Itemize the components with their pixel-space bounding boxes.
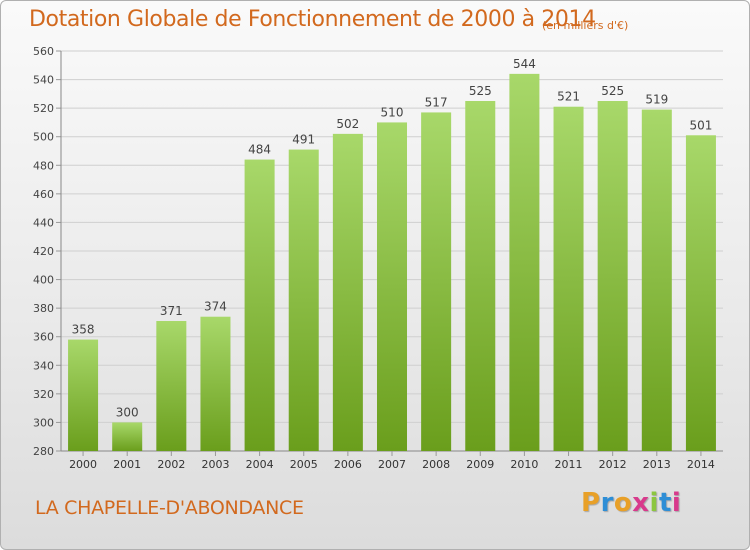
y-tick-label: 380 [33,302,54,315]
data-label: 502 [336,117,359,131]
commune-name: LA CHAPELLE-D'ABONDANCE [35,497,304,519]
bar-2003 [200,316,231,451]
bars [68,73,716,452]
data-label: 525 [469,84,492,98]
x-tick-label: 2005 [290,458,318,471]
y-tick-label: 320 [33,388,54,401]
y-tick-label: 400 [33,274,54,287]
y-tick-label: 500 [33,131,54,144]
y-tick-label: 480 [33,159,54,172]
x-tick-label: 2000 [69,458,97,471]
data-label: 371 [160,304,183,318]
data-label: 374 [204,300,227,314]
proxiti-logo[interactable]: Proxiti [581,488,681,518]
bar-2010 [509,73,540,451]
logo-letter: o [613,488,633,518]
bar-2007 [376,122,408,451]
x-tick-label: 2014 [687,458,715,471]
logo-letter: P [581,488,601,518]
y-tick-label: 340 [33,359,54,372]
x-tick-label: 2012 [599,458,627,471]
y-tick-label: 560 [33,45,54,58]
x-tick-label: 2004 [246,458,274,471]
chart-subtitle: (en milliers d'€) [542,19,629,32]
bar-2000 [68,339,99,451]
data-label: 501 [689,118,712,132]
y-tick-label: 280 [33,445,54,458]
bar-2006 [332,133,363,451]
y-tick-label: 300 [33,416,54,429]
x-tick-label: 2002 [157,458,185,471]
y-tick-labels: 280 300 320 340 360 380 400 420 440 460 480 500 520 5… [33,45,54,458]
data-label: 525 [601,84,624,98]
bar-2014 [685,135,716,452]
x-tick-labels: 2000 2001 2002 2003 2004 2005 2006 2007 2008 2009… [69,458,715,471]
data-labels: 358 300 371 374 484 491 502 510 517 525 544 521 525 5… [72,57,713,420]
x-tick-label: 2009 [466,458,494,471]
x-tick-label: 2001 [113,458,141,471]
data-label: 491 [292,133,315,147]
chart-title: Dotation Globale de Fonctionnement de 20… [29,7,596,32]
data-label: 300 [116,405,139,419]
bar-2004 [244,159,275,452]
logo-letter: i [671,488,682,518]
y-tick-label: 360 [33,331,54,344]
data-label: 519 [645,93,668,107]
data-label: 510 [381,105,404,119]
bar-2008 [421,112,452,451]
x-tick-label: 2003 [201,458,229,471]
bar-2005 [288,149,319,452]
y-tick-label: 460 [33,188,54,201]
x-tick-label: 2011 [555,458,583,471]
bar-2009 [465,101,496,451]
x-tick-label: 2006 [334,458,362,471]
data-label: 517 [425,95,448,109]
data-label: 544 [513,57,536,71]
logo-letter: i [649,488,659,518]
y-tick-label: 420 [33,245,54,258]
x-tick-label: 2008 [422,458,450,471]
y-tick-label: 520 [33,102,54,115]
x-tick-label: 2013 [643,458,671,471]
data-label: 358 [72,323,95,337]
bar-2013 [641,109,672,452]
logo-letter: r [600,488,614,518]
logo-letter: x [632,488,650,518]
x-tick-label: 2007 [378,458,406,471]
y-tick-label: 540 [33,74,54,87]
bar-2002 [156,321,187,451]
bar-2001 [112,422,143,451]
data-label: 484 [248,143,271,157]
x-tick-label: 2010 [510,458,538,471]
data-label: 521 [557,90,580,104]
bar-2012 [597,101,628,451]
bar-2011 [553,106,584,451]
logo-letter: t [658,488,672,518]
y-tick-label: 440 [33,216,54,229]
